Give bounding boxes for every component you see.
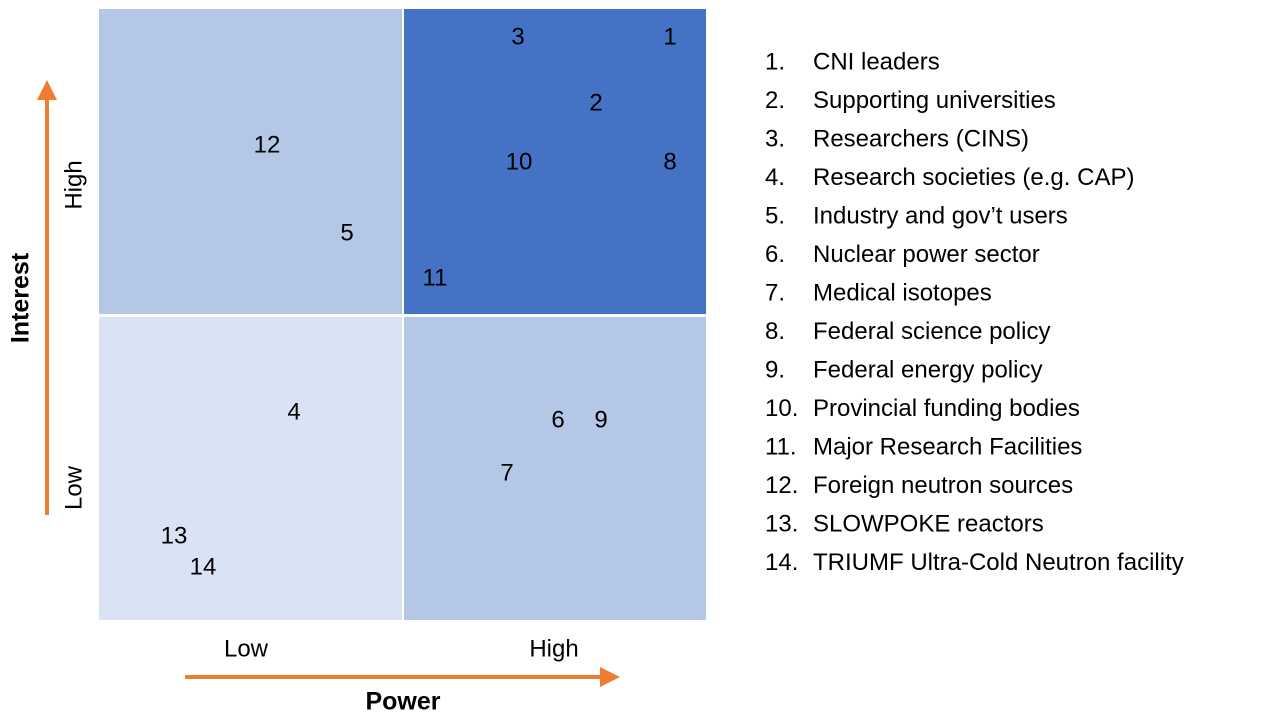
legend-marker: 13. — [765, 510, 798, 537]
legend-marker: 4. — [765, 164, 785, 191]
legend-marker: 14. — [765, 549, 798, 576]
point-label: 3 — [511, 23, 524, 50]
point-label: 4 — [287, 398, 300, 425]
legend-text: Major Research Facilities — [813, 433, 1082, 460]
legend-marker: 10. — [765, 395, 798, 422]
point-label: 8 — [663, 148, 676, 175]
axis-label: Low — [60, 465, 87, 510]
legend-marker: 9. — [765, 356, 785, 383]
legend-text: Nuclear power sector — [813, 241, 1040, 268]
legend-marker: 6. — [765, 241, 785, 268]
point-label: 14 — [190, 553, 217, 580]
legend-marker: 3. — [765, 125, 785, 152]
quadrant — [404, 317, 706, 620]
legend-marker: 1. — [765, 48, 785, 75]
point-label: 11 — [423, 264, 448, 291]
axis-label: High — [529, 635, 578, 662]
axis-title: Power — [365, 688, 440, 716]
legend-text: Researchers (CINS) — [813, 125, 1029, 152]
legend-text: Industry and gov’t users — [813, 202, 1068, 229]
legend-marker: 5. — [765, 202, 785, 229]
point-label: 12 — [254, 131, 281, 158]
axis-label: High — [60, 160, 87, 209]
point-label: 10 — [506, 148, 533, 175]
axis-title: Interest — [7, 252, 35, 343]
legend-text: Federal energy policy — [813, 356, 1042, 383]
legend-text: Federal science policy — [813, 318, 1050, 345]
legend-text: SLOWPOKE reactors — [813, 510, 1044, 537]
point-label: 5 — [340, 219, 353, 246]
legend-text: Supporting universities — [813, 87, 1056, 114]
point-label: 13 — [161, 522, 188, 549]
axis-label: Low — [224, 635, 269, 662]
legend-text: CNI leaders — [813, 48, 940, 75]
legend-text: Foreign neutron sources — [813, 472, 1073, 499]
legend-marker: 7. — [765, 279, 785, 306]
legend-marker: 11. — [765, 433, 797, 460]
legend-text: Research societies (e.g. CAP) — [813, 164, 1134, 191]
quadrant — [99, 317, 402, 620]
legend-text: Medical isotopes — [813, 279, 992, 306]
legend-text: TRIUMF Ultra-Cold Neutron facility — [813, 549, 1184, 576]
legend-marker: 2. — [765, 87, 785, 114]
point-label: 6 — [551, 406, 564, 433]
point-label: 7 — [500, 459, 513, 486]
legend-marker: 12. — [765, 472, 798, 499]
point-label: 1 — [663, 23, 676, 50]
point-label: 2 — [589, 89, 602, 116]
quadrant — [99, 9, 402, 314]
quadrant — [404, 9, 706, 314]
legend-marker: 8. — [765, 318, 785, 345]
legend-text: Provincial funding bodies — [813, 395, 1080, 422]
point-label: 9 — [594, 406, 607, 433]
